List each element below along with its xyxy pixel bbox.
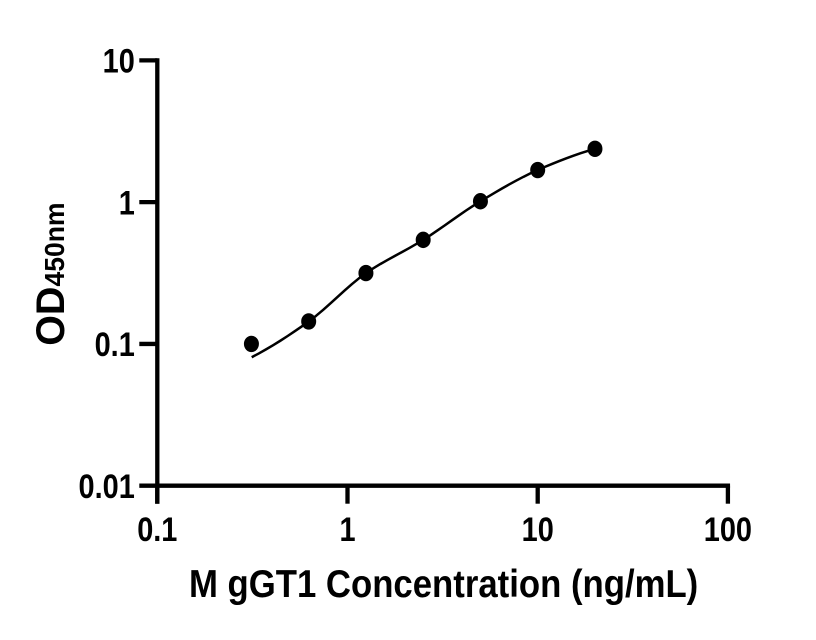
y-tick-label: 0.01 <box>79 468 135 506</box>
x-tick-label: 0.1 <box>137 511 177 549</box>
plot-series <box>243 140 603 359</box>
data-point-marker <box>472 193 488 210</box>
y-axis-title: OD <box>29 287 73 346</box>
data-point-marker <box>358 264 374 282</box>
data-point-marker <box>530 161 546 179</box>
y-tick-label: 1 <box>119 184 135 222</box>
y-tick-label: 10 <box>103 43 135 81</box>
x-axis-title: M gGT1 Concentration (ng/mL) <box>189 563 698 606</box>
x-tick-label: 10 <box>522 511 554 549</box>
x-tick-label: 100 <box>704 511 752 549</box>
x-tick-label: 1 <box>339 511 355 549</box>
data-point-marker <box>301 313 317 330</box>
axis-ticks <box>139 58 731 504</box>
y-axis-title-subscript: 450nm <box>39 202 70 286</box>
data-point-marker <box>415 231 431 249</box>
y-tick-label: 0.1 <box>95 326 135 364</box>
data-point-marker <box>587 140 603 158</box>
data-point-marker <box>243 335 259 353</box>
axes <box>155 58 731 504</box>
